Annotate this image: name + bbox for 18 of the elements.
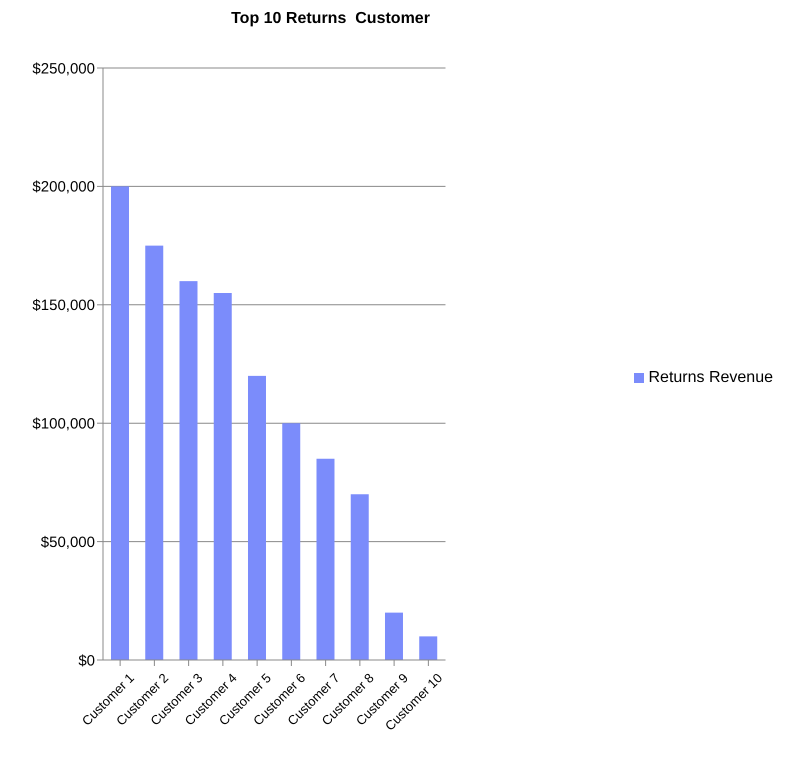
chart-title: Top 10 Returns Customer (230, 10, 431, 28)
y-tick-label: $0 (78, 652, 95, 670)
y-tick-label: $50,000 (40, 534, 95, 551)
bar (248, 376, 266, 660)
bar (316, 458, 334, 660)
bar (419, 636, 438, 660)
bar (384, 612, 403, 660)
bar (145, 246, 164, 660)
bar (350, 494, 369, 660)
y-tick-label: $150,000 (32, 297, 95, 314)
bar (214, 292, 232, 660)
bar (282, 423, 300, 660)
y-tick-label: $200,000 (32, 178, 95, 196)
y-tick-label: $100,000 (32, 416, 95, 433)
bar (179, 281, 198, 660)
bar (111, 186, 129, 660)
legend-label: Returns Revenue (648, 369, 773, 386)
y-tick-label: $250,000 (32, 60, 95, 78)
